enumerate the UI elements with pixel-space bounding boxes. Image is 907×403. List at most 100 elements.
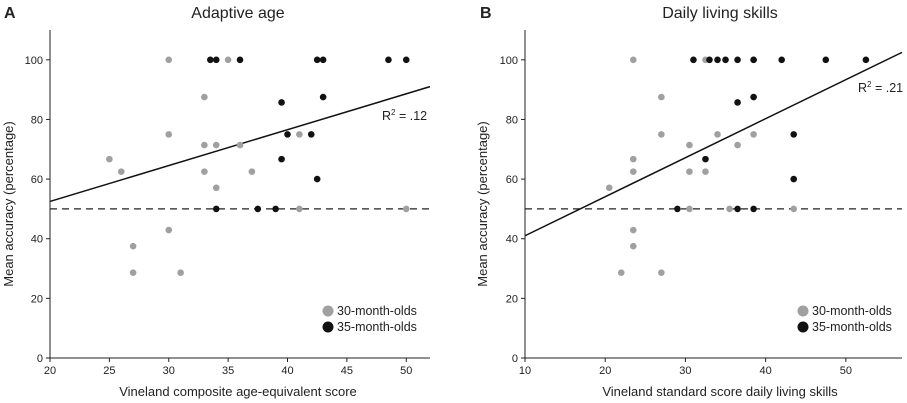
panel-a-point-30-month bbox=[129, 242, 137, 250]
panel-a-point-35-month bbox=[212, 205, 220, 213]
panel-a-ylabel: Mean accuracy (percentage) bbox=[1, 121, 16, 286]
panel-a-x-tick-label: 20 bbox=[44, 365, 56, 377]
panel-a-point-35-month bbox=[254, 205, 262, 213]
panel-a-y-tick-label: 20 bbox=[31, 293, 43, 305]
panel-b-legend-label-35: 35-month-olds bbox=[812, 320, 892, 334]
panel-b-point-30-month bbox=[658, 93, 665, 101]
panel-a-point-35-month bbox=[313, 175, 321, 183]
panel-a-point-35-month bbox=[402, 56, 410, 64]
panel-a-point-35-month bbox=[236, 56, 244, 64]
panel-a-point-30-month bbox=[296, 205, 303, 213]
panel-b-point-30-month bbox=[629, 56, 637, 64]
panel-b-point-30-month bbox=[702, 168, 709, 175]
panel-b-point-35-month bbox=[822, 56, 830, 64]
panel-b-point-35-month bbox=[750, 205, 757, 213]
panel-a-point-30-month bbox=[248, 168, 256, 175]
panel-a-point-30-month bbox=[106, 155, 113, 163]
panel-b-point-35-month bbox=[706, 56, 713, 64]
panel-a-point-35-month bbox=[207, 56, 214, 64]
panel-b-x-tick-label: 50 bbox=[840, 365, 852, 377]
panel-b-point-35-month bbox=[674, 205, 681, 213]
panel-b-ylabel: Mean accuracy (percentage) bbox=[475, 121, 490, 286]
panel-a-y-tick-label: 0 bbox=[37, 353, 43, 365]
panel-b-point-35-month bbox=[750, 93, 757, 101]
panel-b-y-tick-label: 20 bbox=[506, 293, 518, 305]
panel-b-point-35-month bbox=[722, 56, 729, 64]
panel-b-point-30-month bbox=[750, 131, 757, 138]
panel-a-xlabel: Vineland composite age-equivalent score bbox=[119, 384, 357, 399]
panel-a-x-tick-label: 30 bbox=[163, 365, 175, 377]
panel-b-point-35-month bbox=[790, 131, 798, 138]
panel-b-xlabel: Vineland standard score daily living ski… bbox=[602, 384, 838, 399]
panel-b-fit-line bbox=[524, 51, 903, 237]
panel-a-legend-label-35: 35-month-olds bbox=[337, 320, 417, 334]
panel-b-label: B bbox=[480, 5, 492, 22]
panel-b-point-30-month bbox=[605, 184, 613, 192]
panel-a-point-30-month bbox=[165, 226, 173, 234]
panel-b-point-30-month bbox=[658, 269, 665, 277]
panel-b-y-tick-label: 0 bbox=[512, 353, 518, 365]
panel-b-x-tick-label: 10 bbox=[519, 365, 531, 377]
panel-a-point-35-month bbox=[284, 131, 291, 138]
panel-b-point-35-month bbox=[734, 99, 741, 106]
panel-a-point-30-month bbox=[296, 131, 303, 138]
panel-a-y-tick-label: 40 bbox=[31, 234, 43, 246]
panel-a-point-35-month bbox=[319, 56, 327, 64]
panel-b-title: Daily living skills bbox=[662, 5, 778, 22]
panel-b-point-35-month bbox=[790, 175, 798, 183]
panel-b-point-30-month bbox=[734, 141, 741, 149]
panel-a-title: Adaptive age bbox=[191, 5, 285, 22]
panel-b-point-35-month bbox=[690, 56, 697, 64]
panel-b-point-30-month bbox=[629, 226, 637, 234]
panel-b-legend-marker-35 bbox=[797, 321, 809, 333]
panel-a-point-35-month bbox=[385, 56, 392, 64]
panel-b-point-30-month bbox=[617, 269, 625, 277]
panel-a-point-30-month bbox=[165, 56, 173, 64]
panel-a-point-35-month bbox=[278, 155, 285, 163]
panel-a-point-35-month bbox=[319, 93, 327, 101]
panel-b-point-30-month bbox=[686, 141, 693, 149]
panel-a-label: A bbox=[4, 5, 16, 22]
panel-a-x-tick-label: 40 bbox=[281, 365, 293, 377]
panel-a-point-35-month bbox=[278, 99, 285, 106]
panel-b-x-tick-label: 30 bbox=[679, 365, 691, 377]
panel-a-point-30-month bbox=[201, 93, 208, 101]
panel-b-y-tick-label: 100 bbox=[500, 55, 518, 67]
panel-a-point-30-month bbox=[402, 205, 410, 213]
panel-b-x-tick-label: 40 bbox=[760, 365, 772, 377]
panel-b-point-30-month bbox=[629, 155, 637, 163]
panel-a-r2-label: R2 = .12 bbox=[382, 108, 427, 123]
panel-b-point-35-month bbox=[778, 56, 785, 64]
panel-a-point-35-month bbox=[307, 131, 315, 138]
panel-a-legend-marker-30 bbox=[322, 305, 334, 317]
panel-b-point-30-month bbox=[658, 131, 665, 138]
panel-a-point-30-month bbox=[212, 141, 220, 149]
panel-a-point-30-month bbox=[129, 269, 137, 277]
panel-b-legend-label-30: 30-month-olds bbox=[812, 304, 892, 318]
panel-a-x-tick-label: 45 bbox=[341, 365, 353, 377]
panel-b-point-35-month bbox=[734, 56, 741, 64]
panel-b-point-35-month bbox=[862, 56, 870, 64]
panel-b-legend-marker-30 bbox=[797, 305, 809, 317]
panel-a-legend-label-30: 30-month-olds bbox=[337, 304, 417, 318]
panel-b-y-tick-label: 60 bbox=[506, 174, 518, 186]
panel-b-point-35-month bbox=[714, 56, 721, 64]
panel-a-point-35-month bbox=[272, 205, 279, 213]
panel-a-point-30-month bbox=[177, 269, 184, 277]
panel-a-point-30-month bbox=[224, 56, 232, 64]
panel-b-y-tick-label: 80 bbox=[506, 114, 518, 126]
panel-a-point-30-month bbox=[201, 168, 208, 175]
panel-a-x-tick-label: 25 bbox=[103, 365, 115, 377]
panel-a-point-35-month bbox=[313, 56, 321, 64]
panel-b-point-35-month bbox=[734, 205, 741, 213]
panel-b-point-30-month bbox=[790, 205, 798, 213]
panel-b-plot: 0 20 40 60 80 100 10 20 30 40 50 bbox=[500, 30, 903, 377]
panel-a-y-tick-label: 80 bbox=[31, 114, 43, 126]
panel-b-point-30-month bbox=[726, 205, 733, 213]
panel-a-y-tick-label: 100 bbox=[25, 55, 43, 67]
panel-b-point-30-month bbox=[686, 168, 693, 175]
panel-a-point-30-month bbox=[201, 141, 208, 149]
panel-a-legend-marker-35 bbox=[322, 321, 334, 333]
